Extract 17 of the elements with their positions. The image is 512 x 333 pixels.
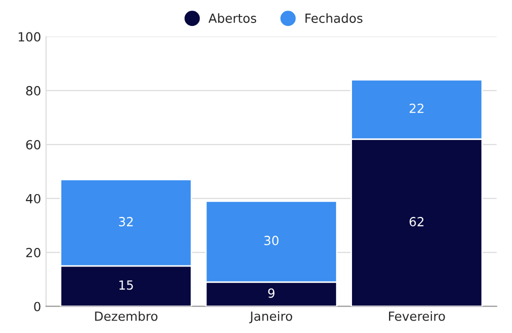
y-tick-label: 20 xyxy=(26,248,40,258)
x-tick-label: Dezembro xyxy=(95,311,158,321)
legend-label: Abertos xyxy=(208,13,256,23)
data-label: 15 xyxy=(119,280,133,290)
data-label: 62 xyxy=(410,216,424,226)
y-tick-label: 100 xyxy=(18,32,40,42)
x-tick-label: Fevereiro xyxy=(389,311,445,321)
data-label: 30 xyxy=(264,236,278,246)
y-tick-label: 80 xyxy=(26,86,40,96)
y-tick-label: 60 xyxy=(26,140,40,150)
y-tick-label: 0 xyxy=(34,302,40,312)
x-tick-label: Janeiro xyxy=(249,311,292,324)
data-label: 22 xyxy=(410,104,424,113)
y-tick-label: 40 xyxy=(26,194,40,204)
data-label: 32 xyxy=(119,216,133,226)
data-label: 9 xyxy=(268,288,274,298)
legend-label: Fechados xyxy=(306,13,362,23)
